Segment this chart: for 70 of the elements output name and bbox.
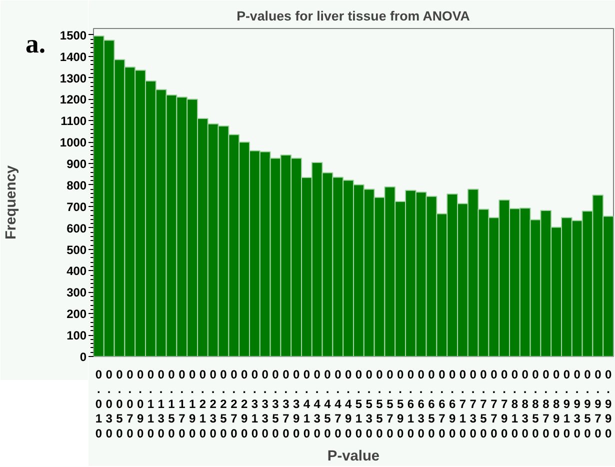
x-tick-label: 0.350 [272,368,280,440]
x-tick-label: 0.530 [366,368,373,440]
x-tick-label: 0.370 [282,368,290,440]
x-tick-label: 0.990 [604,368,612,440]
x-tick-label: 0.870 [542,368,550,440]
x-tick-label: 0.390 [292,368,300,440]
y-tick-label: 1200 [60,92,87,107]
x-tick-label: 0.410 [303,368,310,440]
x-tick-label: 0.950 [584,368,592,440]
x-tick-label: 0.490 [344,368,352,440]
x-tick-label: 0.570 [386,368,394,440]
y-tick-label: 100 [66,328,87,343]
y-tick-label: 500 [66,242,87,257]
y-tick-label: 1300 [60,71,87,86]
y-tick-label: 0 [80,350,87,364]
text: a. [26,28,46,58]
x-tick-label: 0.130 [158,368,165,440]
x-tick-label: 0.010 [95,368,102,440]
x-tick-label: 0.510 [355,368,362,440]
y-tick-label: 1100 [60,114,87,128]
x-tick-label: 0.310 [251,368,258,440]
x-tick-label: 0.690 [448,368,456,440]
x-tick-label: 0.710 [459,368,466,440]
x-tick-label: 0.070 [126,368,134,440]
x-tick-label: 0.590 [396,368,404,440]
x-tick-label: 0.030 [106,368,113,440]
y-tick-label: 300 [66,286,87,300]
x-tick-label: 0.850 [532,368,540,440]
x-tick-label: 0.250 [220,368,228,440]
y-tick-label: 700 [66,200,87,214]
x-tick-label: 0.890 [552,368,560,440]
x-tick-label: 0.630 [418,368,425,440]
x-tick-label: 0.610 [407,368,414,440]
x-tick-label: 0.210 [199,368,206,440]
x-tick-label: 0.830 [522,368,529,440]
y-tick-label: 900 [66,157,87,172]
x-tick-label: 0.970 [594,368,602,440]
x-tick-label: 0.770 [490,368,498,440]
y-tick-label: 600 [66,221,87,236]
x-tick-label: 0.450 [324,368,332,440]
x-tick-label: 0.110 [147,368,154,440]
x-tick-label: 0.810 [511,368,518,440]
x-tick-label: 0.230 [210,368,217,440]
y-tick-label: 1500 [60,28,87,42]
x-tick-label: 0.150 [168,368,176,440]
y-tick-label: 800 [66,178,87,192]
y-axis-title: Frequency [4,164,20,240]
x-tick-label: 0.790 [500,368,508,440]
x-tick-label: 0.550 [376,368,384,440]
x-tick-label: 0.170 [178,368,186,440]
x-axis-title: P-value [327,448,380,464]
x-tick-label: 0.430 [314,368,321,440]
x-tick-label: 0.190 [188,368,196,440]
x-tick-label: 0.930 [574,368,581,440]
y-tick-label: 1000 [60,136,87,150]
x-tick-label: 0.670 [438,368,446,440]
x-tick-label: 0.270 [230,368,238,440]
x-tick-label: 0.050 [116,368,124,440]
x-tick-label: 0.330 [262,368,269,440]
x-tick-label: 0.470 [334,368,342,440]
chart-title: P-values for liver tissue from ANOVA [236,8,470,24]
x-tick-label: 0.730 [470,368,477,440]
x-tick-label: 0.290 [240,368,248,440]
x-tick-label: 0.650 [428,368,436,440]
x-tick-label: 0.750 [480,368,488,440]
x-tick-label: 0.090 [136,368,144,440]
y-tick-label: 1400 [60,50,87,64]
x-tick-label: 0.910 [563,368,570,440]
y-tick-label: 200 [66,307,87,322]
y-tick-label: 400 [66,264,87,278]
